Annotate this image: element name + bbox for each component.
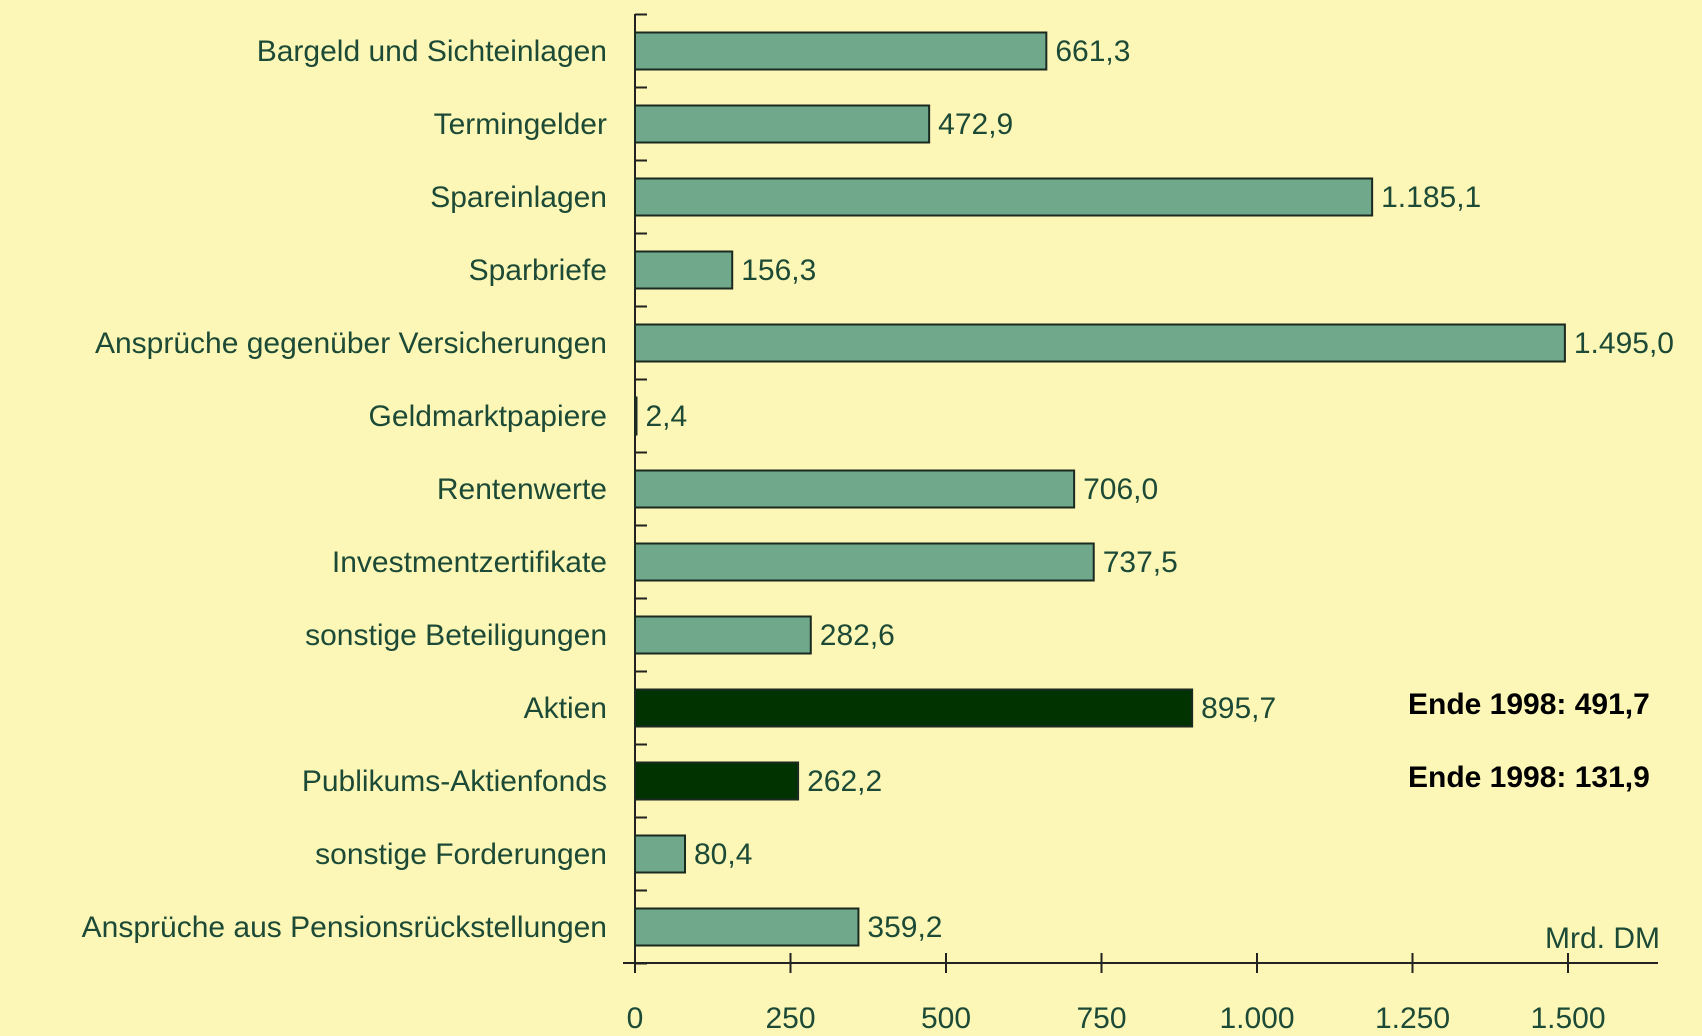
bar	[634, 542, 1095, 582]
bar	[634, 104, 931, 144]
bar	[634, 761, 800, 801]
annotation: Ende 1998: 491,7	[1408, 688, 1650, 721]
category-label: Aktien	[524, 692, 607, 725]
value-label: 472,9	[938, 108, 1013, 141]
category-label: Bargeld und Sichteinlagen	[257, 35, 607, 68]
category-label: Rentenwerte	[437, 473, 607, 506]
value-label: 1.495,0	[1574, 327, 1674, 360]
category-label: Sparbriefe	[469, 254, 607, 287]
category-label: Investmentzertifikate	[332, 546, 607, 579]
bar	[634, 177, 1374, 217]
bar	[634, 396, 638, 436]
value-label: 661,3	[1055, 35, 1130, 68]
value-label: 737,5	[1103, 546, 1178, 579]
value-label: 156,3	[741, 254, 816, 287]
bar	[634, 323, 1566, 363]
bar	[634, 615, 812, 655]
category-label: Spareinlagen	[430, 181, 607, 214]
bar	[634, 907, 860, 947]
x-tick-label: 750	[1076, 1002, 1126, 1035]
bar	[634, 31, 1048, 71]
x-tick-label: 250	[765, 1002, 815, 1035]
x-tick-label: 0	[627, 1002, 644, 1035]
value-label: 706,0	[1083, 473, 1158, 506]
value-label: 895,7	[1201, 692, 1276, 725]
bar	[634, 469, 1076, 509]
value-label: 1.185,1	[1381, 181, 1481, 214]
x-tick-label: 500	[921, 1002, 971, 1035]
x-tick-label: 1.500	[1530, 1002, 1605, 1035]
x-tick-label: 1.000	[1219, 1002, 1294, 1035]
category-label: Publikums-Aktienfonds	[302, 765, 607, 798]
category-label: sonstige Forderungen	[315, 838, 607, 871]
bar	[634, 250, 734, 290]
annotation: Ende 1998: 131,9	[1408, 761, 1650, 794]
bar	[634, 834, 687, 874]
x-tick-label: 1.250	[1375, 1002, 1450, 1035]
value-label: 282,6	[820, 619, 895, 652]
value-label: 2,4	[645, 400, 687, 433]
category-label: Ansprüche gegenüber Versicherungen	[95, 327, 607, 360]
value-label: 359,2	[867, 911, 942, 944]
value-label: 80,4	[694, 838, 752, 871]
bar	[634, 688, 1194, 728]
x-axis-label: Mrd. DM	[1545, 922, 1660, 955]
value-label: 262,2	[807, 765, 882, 798]
category-label: Geldmarktpapiere	[369, 400, 607, 433]
category-label: Termingelder	[434, 108, 607, 141]
category-label: sonstige Beteiligungen	[305, 619, 607, 652]
category-label: Ansprüche aus Pensionsrückstellungen	[82, 911, 607, 944]
